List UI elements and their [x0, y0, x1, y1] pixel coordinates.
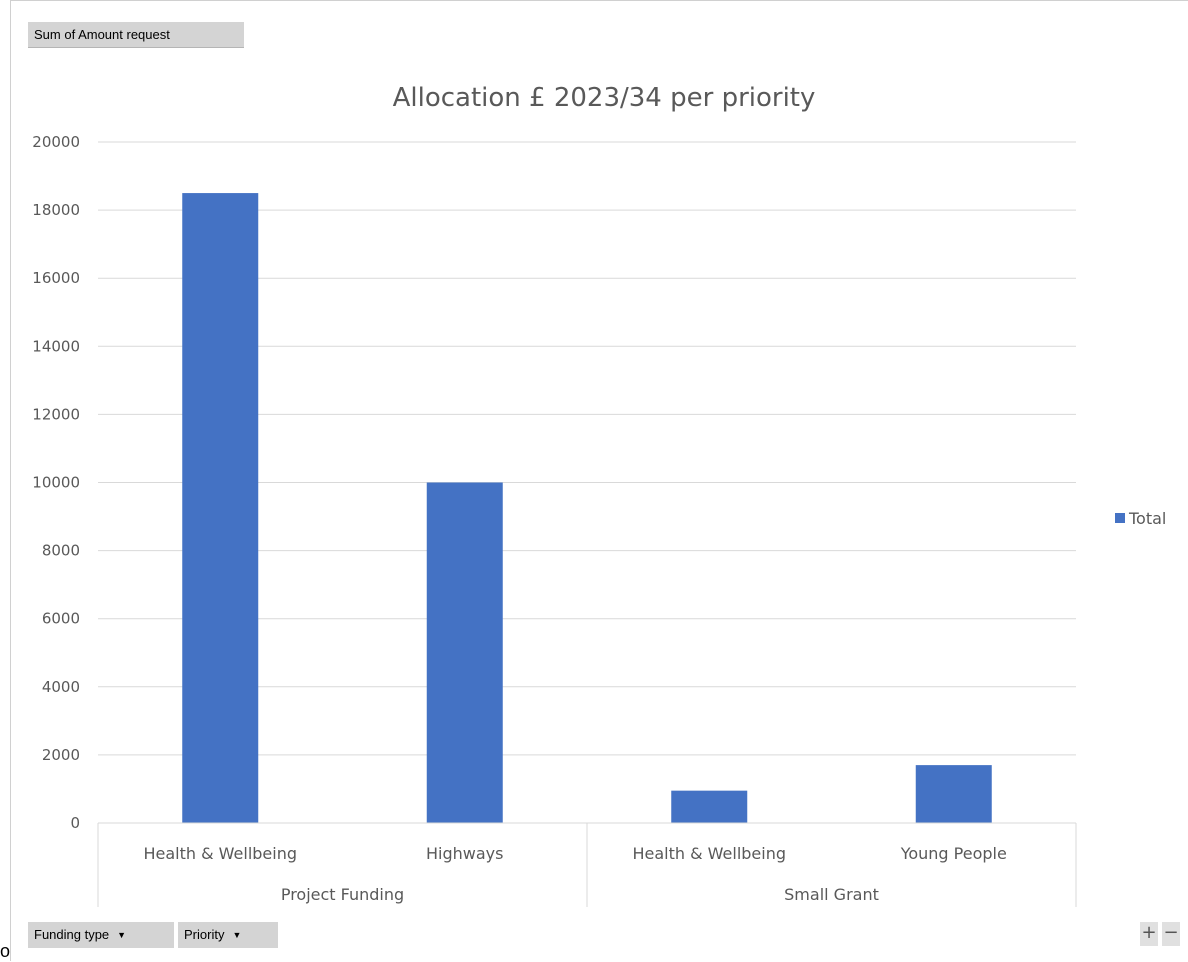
x-axis: Health & Wellbeing Highways Project Fundin… — [97, 822, 1077, 907]
priority-label: Priority — [184, 927, 225, 942]
y-tick-label: 4000 — [42, 678, 80, 696]
gridlines — [98, 141, 1076, 756]
x-tick-label: Highways — [426, 844, 503, 863]
zoom-controls: + − — [1140, 922, 1180, 948]
group-label: Small Grant — [784, 885, 879, 904]
bar[interactable] — [671, 790, 748, 823]
y-tick-label: 18000 — [32, 201, 80, 219]
y-tick-label: 12000 — [32, 405, 80, 423]
stray-text: o — [0, 941, 11, 961]
chart-title: Allocation £ 2023/34 per priority — [393, 83, 816, 113]
bars — [182, 193, 992, 823]
x-tick-label: Health & Wellbeing — [143, 844, 297, 863]
bar[interactable] — [426, 482, 503, 824]
group-label: Project Funding — [281, 885, 404, 904]
funding-type-label: Funding type — [34, 927, 110, 942]
y-tick-label: 0 — [70, 814, 80, 832]
dropdown-icon: ▼ — [117, 930, 127, 940]
y-tick-label: 10000 — [32, 474, 80, 492]
legend: Total — [1115, 509, 1166, 528]
pivot-chart-area — [10, 0, 1188, 961]
x-tick-label: Young People — [900, 844, 1007, 863]
y-tick-label: 20000 — [32, 133, 80, 151]
y-tick-label: 14000 — [32, 337, 80, 355]
dropdown-icon: ▼ — [232, 930, 242, 940]
bar[interactable] — [915, 765, 992, 823]
y-tick-label: 16000 — [32, 269, 80, 287]
priority-field-button[interactable]: Priority ▼ — [178, 922, 278, 948]
x-tick-label: Health & Wellbeing — [632, 844, 786, 863]
y-tick-label: 6000 — [42, 610, 80, 628]
expand-field-button[interactable]: + — [1140, 922, 1158, 946]
bar[interactable] — [182, 193, 259, 823]
value-field-button[interactable]: Sum of Amount request — [28, 22, 244, 48]
y-tick-label: 2000 — [42, 746, 80, 764]
legend-label: Total — [1128, 509, 1166, 528]
y-axis-tick-labels: 0 2000 4000 6000 8000 10000 12000 14000 16000 180… — [32, 133, 80, 832]
funding-type-field-button[interactable]: Funding type ▼ — [28, 922, 174, 948]
legend-swatch — [1115, 513, 1125, 523]
collapse-field-button[interactable]: − — [1162, 922, 1180, 946]
y-tick-label: 8000 — [42, 542, 80, 560]
